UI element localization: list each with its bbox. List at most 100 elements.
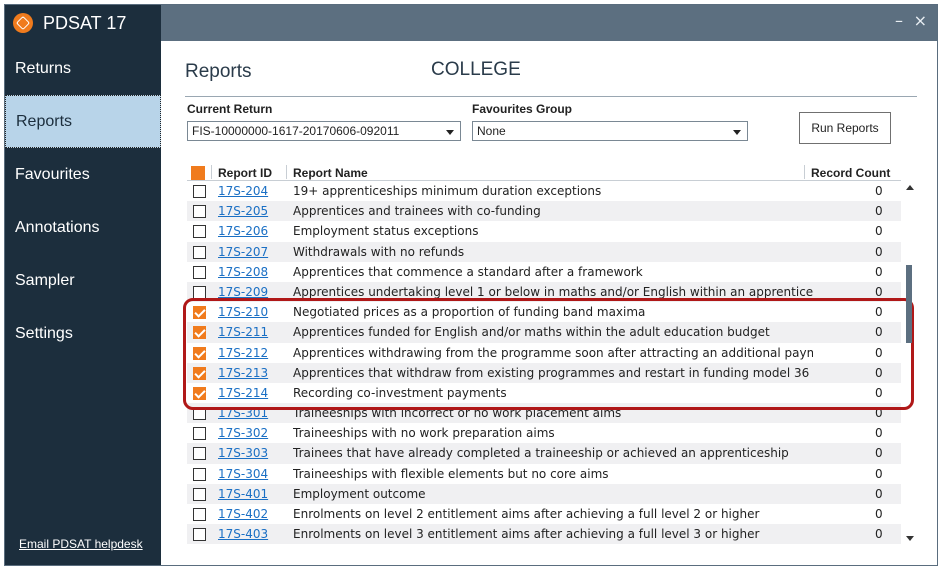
column-divider: [211, 165, 212, 179]
row-checkbox[interactable]: [193, 386, 206, 400]
report-id-link[interactable]: 17S-304: [218, 466, 269, 481]
table-row[interactable]: 17S-304 Traineeships with flexible elemen…: [187, 464, 901, 484]
table-row[interactable]: 17S-213 Apprentices that withdraw from ex…: [187, 362, 901, 383]
report-name: Negotiated prices as a proportion of fun…: [293, 305, 646, 320]
row-checkbox[interactable]: [193, 508, 206, 521]
run-reports-button[interactable]: Run Reports: [799, 112, 891, 144]
report-id-link[interactable]: 17S-206: [218, 224, 269, 239]
record-count: 0: [875, 365, 883, 380]
report-id-link[interactable]: 17S-204: [218, 184, 269, 198]
column-divider: [804, 165, 805, 179]
row-checkbox[interactable]: [193, 427, 206, 441]
table-row[interactable]: 17S-206 Employment status exceptions 0: [187, 221, 901, 241]
page-title: Reports: [185, 61, 252, 82]
table-row[interactable]: 17S-214 Recording co-investment payments 0: [187, 383, 901, 403]
select-all-checkbox[interactable]: [191, 166, 205, 180]
row-checkbox[interactable]: [193, 346, 206, 360]
report-id-link[interactable]: 17S-205: [218, 204, 269, 219]
report-name: Trainees that have already completed a t…: [293, 446, 789, 461]
record-count: 0: [875, 204, 883, 219]
report-id-link[interactable]: 17S-213: [218, 365, 269, 380]
current-return-select[interactable]: FIS-10000000-1617-20170606-092011: [187, 121, 461, 141]
helpdesk-link[interactable]: Email PDSAT helpdesk: [19, 537, 143, 551]
report-id-link[interactable]: 17S-211: [218, 325, 269, 340]
report-id-link[interactable]: 17S-214: [218, 385, 269, 400]
record-count: 0: [875, 426, 883, 441]
pdsat-logo-icon: [13, 13, 33, 33]
sidebar-item-returns[interactable]: Returns: [15, 59, 72, 77]
report-id-link[interactable]: 17S-209: [218, 284, 269, 299]
table-row[interactable]: 17S-303 Trainees that have already comple…: [187, 443, 901, 464]
row-checkbox[interactable]: [193, 306, 206, 320]
row-checkbox[interactable]: [193, 528, 206, 542]
report-name: Employment status exceptions: [293, 224, 479, 239]
table-row[interactable]: 17S-402 Enrolments on level 2 entitlement…: [187, 504, 901, 524]
organisation-name: COLLEGE: [431, 59, 521, 80]
report-id-link[interactable]: 17S-301: [218, 406, 269, 421]
table-row[interactable]: 17S-207 Withdrawals with no refunds 0: [187, 241, 901, 262]
table-row[interactable]: 17S-301 Traineeships with incorrect or no…: [187, 403, 901, 424]
app-header: PDSAT 17: [5, 5, 161, 41]
report-id-link[interactable]: 17S-212: [218, 345, 269, 360]
report-name: Employment outcome: [293, 486, 426, 501]
report-id-link[interactable]: 17S-401: [218, 486, 269, 501]
row-checkbox[interactable]: [193, 447, 206, 461]
report-name-header[interactable]: Report Name: [293, 166, 368, 180]
close-icon[interactable]: ×: [913, 11, 927, 30]
table-row[interactable]: 17S-211 Apprentices funded for English an…: [187, 322, 901, 343]
sidebar-item-annotations[interactable]: Annotations: [15, 218, 100, 236]
record-count: 0: [875, 406, 883, 421]
row-checkbox[interactable]: [193, 185, 206, 198]
title-divider: [185, 96, 917, 97]
table-row[interactable]: 17S-209 Apprentices undertaking level 1 o…: [187, 281, 901, 303]
vertical-scrollbar[interactable]: [903, 181, 917, 543]
table-row[interactable]: 17S-210 Negotiated prices as a proportion…: [187, 302, 901, 322]
table-row[interactable]: 17S-302 Traineeships with no work prepara…: [187, 423, 901, 443]
sidebar: PDSAT 17 Returns Reports Favourites Anno…: [5, 5, 161, 565]
report-name: Enrolments on level 3 entitlement aims a…: [293, 527, 760, 542]
record-count-header[interactable]: Record Count: [811, 166, 891, 180]
table-row[interactable]: 17S-403 Enrolments on level 3 entitlement…: [187, 524, 901, 545]
report-name: Apprentices and trainees with co-funding: [293, 204, 541, 219]
report-name: Apprentices funded for English and/or ma…: [293, 325, 770, 340]
record-count: 0: [875, 527, 883, 542]
scroll-up-icon[interactable]: [906, 185, 914, 190]
report-id-link[interactable]: 17S-403: [218, 527, 269, 542]
row-checkbox[interactable]: [193, 265, 206, 279]
report-id-link[interactable]: 17S-208: [218, 264, 269, 279]
scroll-thumb[interactable]: [906, 265, 912, 343]
report-id-link[interactable]: 17S-302: [218, 426, 269, 441]
favourites-group-select[interactable]: None: [472, 121, 748, 141]
report-name: Traineeships with flexible elements but …: [293, 466, 609, 481]
record-count: 0: [875, 184, 883, 198]
report-id-link[interactable]: 17S-210: [218, 305, 269, 320]
table-row[interactable]: 17S-204 19+ apprenticeships minimum durat…: [187, 181, 901, 201]
table-row[interactable]: 17S-205 Apprentices and trainees with co-…: [187, 201, 901, 222]
table-row[interactable]: 17S-212 Apprentices withdrawing from the …: [187, 343, 901, 363]
minimize-icon[interactable]: –: [895, 11, 903, 30]
row-checkbox[interactable]: [193, 225, 206, 239]
sidebar-item-sampler[interactable]: Sampler: [15, 271, 75, 289]
row-checkbox[interactable]: [193, 285, 206, 299]
row-checkbox[interactable]: [193, 326, 206, 340]
row-checkbox[interactable]: [193, 366, 206, 380]
sidebar-item-settings[interactable]: Settings: [15, 324, 73, 342]
report-id-link[interactable]: 17S-303: [218, 446, 269, 461]
row-checkbox[interactable]: [193, 407, 206, 421]
report-id-header[interactable]: Report ID: [218, 166, 272, 180]
row-checkbox[interactable]: [193, 487, 206, 501]
row-checkbox[interactable]: [193, 205, 206, 219]
scroll-down-icon[interactable]: [906, 536, 914, 541]
report-id-link[interactable]: 17S-207: [218, 244, 269, 259]
sidebar-item-reports[interactable]: Reports: [5, 95, 161, 148]
row-checkbox[interactable]: [193, 467, 206, 481]
report-id-link[interactable]: 17S-402: [218, 507, 269, 521]
app-window: PDSAT 17 Returns Reports Favourites Anno…: [4, 4, 938, 566]
title-bar: – ×: [161, 5, 937, 41]
table-row[interactable]: 17S-208 Apprentices that commence a stand…: [187, 262, 901, 282]
sidebar-item-favourites[interactable]: Favourites: [15, 165, 90, 183]
row-checkbox[interactable]: [193, 245, 206, 259]
record-count: 0: [875, 305, 883, 320]
table-row[interactable]: 17S-401 Employment outcome 0: [187, 483, 901, 504]
main-content: Reports COLLEGE Current Return FIS-10000…: [161, 41, 937, 565]
